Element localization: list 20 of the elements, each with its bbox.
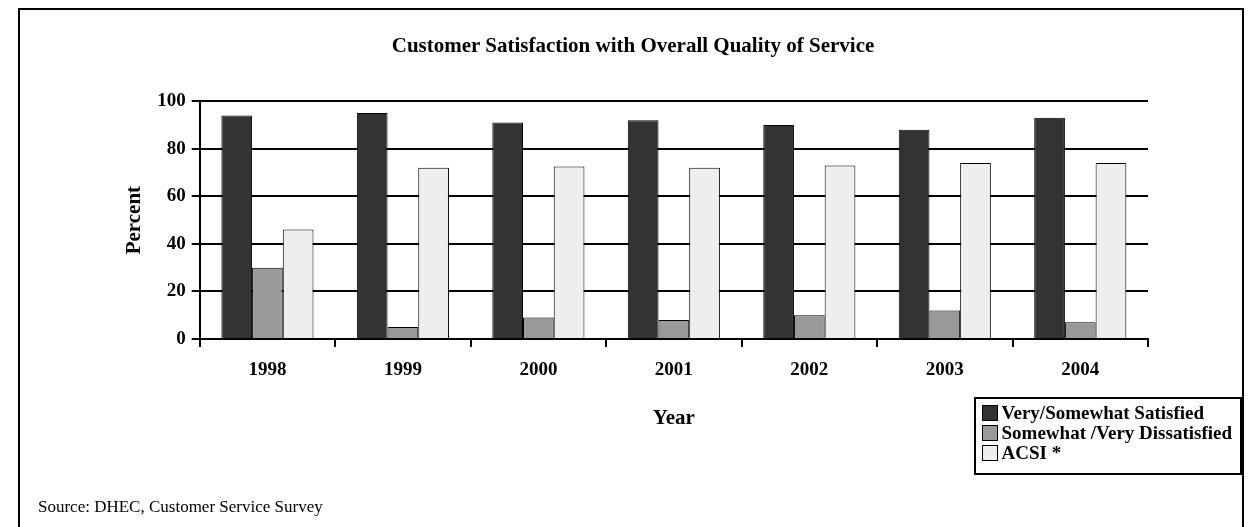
x-tick-label: 2003 xyxy=(925,358,964,380)
legend-label: Somewhat /Very Dissatisfied xyxy=(1001,422,1232,443)
x-tick-label: 2001 xyxy=(654,358,693,380)
legend-label: ACSI * xyxy=(1001,442,1062,463)
y-tick-label: 0 xyxy=(176,326,186,348)
x-axis-title: Year xyxy=(652,404,695,429)
x-tick-label: 2002 xyxy=(790,358,829,380)
y-tick-label: 100 xyxy=(157,89,186,111)
y-tick-label: 60 xyxy=(166,184,186,206)
legend-label: Very/Somewhat Satisfied xyxy=(1001,402,1205,423)
y-axis-title: Percent xyxy=(121,185,146,255)
y-tick-label: 80 xyxy=(166,136,186,158)
y-tick-label: 40 xyxy=(166,231,186,253)
x-tick-label: 1998 xyxy=(248,358,287,380)
x-tick-label: 2000 xyxy=(519,358,558,380)
x-tick-label: 2004 xyxy=(1061,358,1100,380)
source-note: Source: DHEC, Customer Service Survey xyxy=(38,497,323,517)
chart-title: Customer Satisfaction with Overall Quality of Service xyxy=(391,33,875,58)
y-tick-label: 20 xyxy=(166,279,186,301)
x-tick-label: 1999 xyxy=(383,358,422,380)
